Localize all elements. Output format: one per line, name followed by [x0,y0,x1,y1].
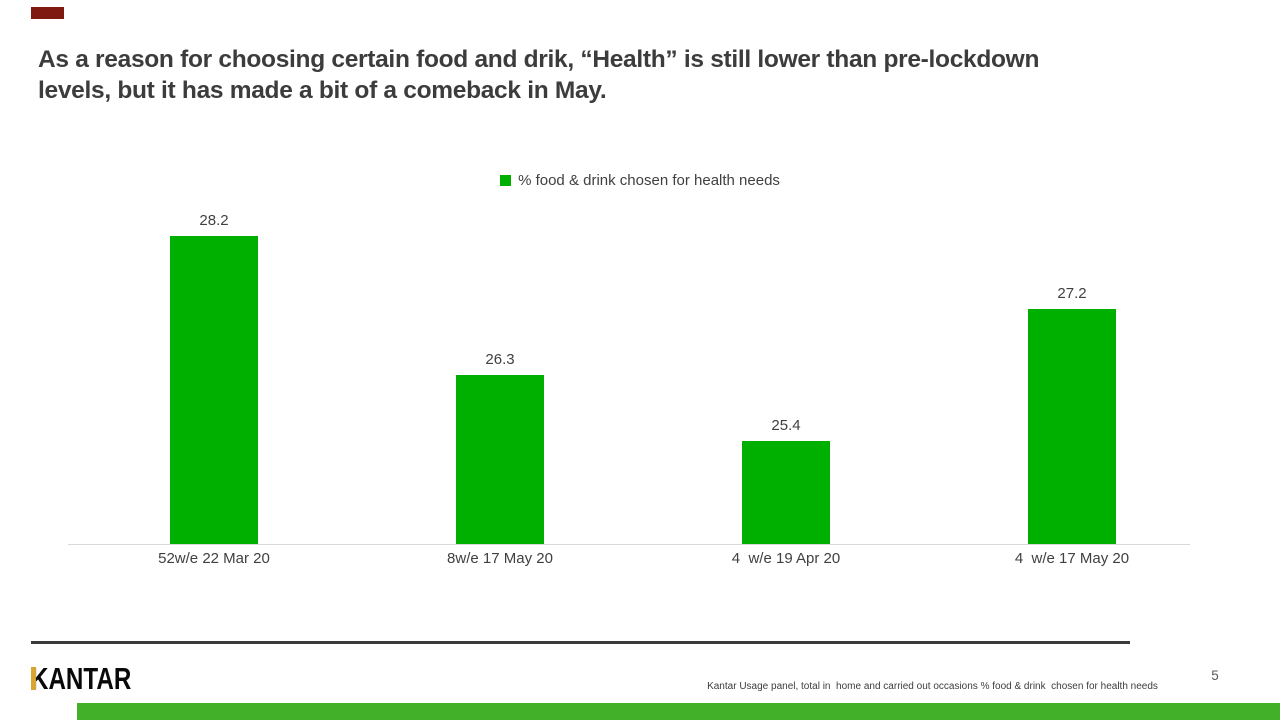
bar-group: 27.2 4 w/e 17 May 20 [929,195,1215,575]
x-axis-line [68,544,1190,545]
bottom-accent-bar [77,703,1280,720]
bar-value-label: 25.4 [771,417,801,434]
bar [1028,309,1116,544]
x-axis-label: 8w/e 17 May 20 [447,550,553,567]
page-title: As a reason for choosing certain food an… [38,44,1158,106]
legend-swatch-icon [500,175,512,186]
x-axis-label: 4 w/e 17 May 20 [1014,550,1130,567]
bar-group: 25.4 4 w/e 19 Apr 20 [643,195,929,575]
bar-value-label: 27.2 [1057,285,1087,302]
top-accent-mark [31,7,64,19]
bar-value-label: 26.3 [485,351,515,368]
bar [456,375,544,544]
bar-group: 26.3 8w/e 17 May 20 [357,195,643,575]
bar-group: 28.2 52w/e 22 Mar 20 [71,195,357,575]
x-axis-label: 4 w/e 19 Apr 20 [731,550,841,567]
bar [170,236,258,544]
page-title-line-2: levels, but it has made a bit of a comeb… [38,77,607,104]
page-title-line-1: As a reason for choosing certain food an… [38,46,1040,73]
footer-divider [31,641,1130,644]
legend-label: % food & drink chosen for health needs [518,172,780,189]
kantar-logo-gold-stem-icon [31,667,36,690]
page-number: 5 [1211,668,1219,683]
bar [742,441,830,544]
chart-legend: % food & drink chosen for health needs [0,172,1280,189]
footer-source-text: Kantar Usage panel, total in home and ca… [707,681,1158,692]
bar-value-label: 28.2 [199,212,229,229]
kantar-logo: KANTAR [31,661,132,696]
x-axis-label: 52w/e 22 Mar 20 [158,550,270,567]
bar-chart: 28.2 52w/e 22 Mar 20 26.3 8w/e 17 May 20 25.… [68,195,1215,575]
